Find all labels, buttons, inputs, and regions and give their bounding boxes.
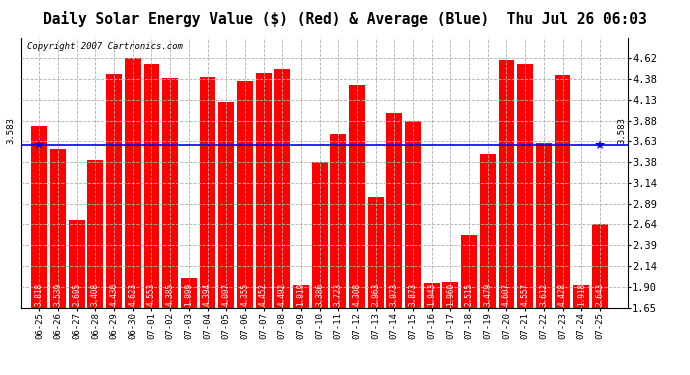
Bar (405, 121, 421, 308)
Bar (50, 149, 66, 308)
Text: 4.557: 4.557 (521, 283, 530, 306)
Bar (461, 235, 477, 308)
Bar (199, 77, 215, 308)
Bar (106, 74, 122, 307)
Text: 3.818: 3.818 (35, 283, 44, 306)
Text: 4.385: 4.385 (166, 283, 175, 306)
Bar (125, 58, 141, 308)
Text: 1.943: 1.943 (427, 283, 436, 306)
Text: 3.539: 3.539 (54, 283, 63, 306)
Bar (386, 113, 402, 308)
Text: 3.408: 3.408 (91, 283, 100, 306)
Bar (555, 75, 571, 308)
Bar (480, 154, 495, 308)
Text: 4.430: 4.430 (110, 283, 119, 306)
Bar (293, 285, 309, 308)
Text: 2.643: 2.643 (595, 283, 604, 306)
Bar (255, 72, 272, 308)
Bar (331, 134, 346, 308)
Bar (498, 60, 515, 308)
Bar (275, 69, 290, 308)
Text: 3.583: 3.583 (7, 117, 16, 144)
Bar (312, 162, 328, 308)
Text: 3.386: 3.386 (315, 283, 324, 306)
Bar (162, 78, 178, 308)
Text: 4.607: 4.607 (502, 283, 511, 306)
Text: 1.918: 1.918 (577, 283, 586, 306)
Bar (181, 278, 197, 308)
Bar (573, 285, 589, 308)
Bar (69, 220, 85, 308)
Text: 1.960: 1.960 (446, 283, 455, 306)
Text: 2.695: 2.695 (72, 283, 81, 306)
Text: 3.583: 3.583 (618, 117, 627, 144)
Text: 3.479: 3.479 (483, 283, 492, 306)
Bar (536, 143, 552, 308)
Text: 1.999: 1.999 (184, 283, 193, 306)
Text: 4.553: 4.553 (147, 283, 156, 306)
Text: 2.963: 2.963 (371, 283, 380, 306)
Text: 3.973: 3.973 (390, 283, 399, 306)
Text: 4.394: 4.394 (203, 283, 212, 306)
Text: 4.097: 4.097 (221, 283, 230, 306)
Text: 3.873: 3.873 (408, 283, 417, 306)
Bar (592, 224, 608, 308)
Text: Copyright 2007 Cartronics.com: Copyright 2007 Cartronics.com (27, 42, 183, 51)
Bar (424, 283, 440, 308)
Bar (518, 64, 533, 308)
Text: 4.428: 4.428 (558, 283, 567, 306)
Bar (32, 126, 48, 308)
Text: Daily Solar Energy Value ($) (Red) & Average (Blue)  Thu Jul 26 06:03: Daily Solar Energy Value ($) (Red) & Ave… (43, 11, 647, 27)
Text: 4.355: 4.355 (240, 283, 249, 306)
Text: 4.308: 4.308 (353, 283, 362, 306)
Bar (368, 197, 384, 308)
Bar (237, 81, 253, 308)
Bar (218, 102, 234, 308)
Text: 4.492: 4.492 (278, 283, 287, 306)
Text: 3.723: 3.723 (334, 283, 343, 306)
Bar (144, 64, 159, 308)
Text: 4.452: 4.452 (259, 283, 268, 306)
Bar (442, 282, 458, 308)
Text: 2.515: 2.515 (464, 283, 473, 306)
Text: 4.623: 4.623 (128, 283, 137, 306)
Bar (349, 85, 365, 308)
Text: 1.919: 1.919 (297, 283, 306, 306)
Bar (88, 160, 103, 308)
Text: 3.612: 3.612 (540, 283, 549, 306)
